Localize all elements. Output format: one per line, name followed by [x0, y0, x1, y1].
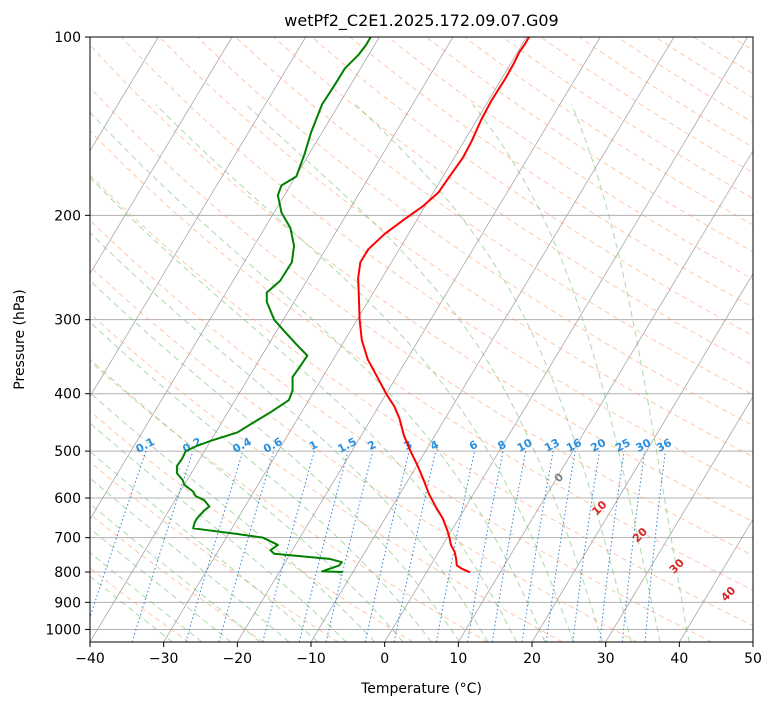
dry-adiabat-line — [90, 312, 563, 642]
y-tick-label: 700 — [54, 531, 81, 547]
mixing-ratio-label: 30 — [634, 436, 654, 455]
dry-adiabat-line — [90, 174, 753, 627]
mixing-ratio-label: 16 — [564, 436, 584, 455]
x-tick-label: 50 — [744, 651, 762, 667]
dry-adiabat-line — [90, 86, 753, 557]
mixing-ratio-line — [131, 450, 194, 642]
moist-adiabat-line — [90, 358, 404, 642]
isotherm-line — [236, 37, 601, 642]
dewpoint-profile-line — [175, 37, 372, 574]
temperature-profile-line — [357, 37, 531, 574]
mixing-ratio-label: 10 — [515, 436, 535, 455]
x-tick-label: 30 — [597, 651, 615, 667]
moist-adiabat-line — [90, 575, 173, 642]
mixing-ratio-label: 20 — [588, 436, 608, 455]
moist-adiabat-line — [90, 391, 376, 642]
dry-adiabat-line — [90, 360, 488, 642]
moist-adiabat-line — [90, 527, 232, 642]
isotherm-line — [531, 272, 753, 642]
isotherm-line — [90, 37, 233, 275]
moist-adiabat-line — [472, 104, 661, 642]
dry-adiabat-line — [273, 37, 753, 366]
moist-adiabat-line — [90, 321, 432, 642]
mixing-ratio-line — [218, 450, 275, 642]
moist-adiabat-line — [90, 450, 319, 642]
dry-adiabat-line — [311, 37, 753, 337]
plot-frame — [89, 36, 754, 643]
moist-adiabat-line — [571, 104, 690, 642]
dry-adiabat-line — [158, 37, 753, 458]
y-axis-label: Pressure (hPa) — [12, 289, 28, 389]
x-axis-label: Temperature (°C) — [360, 681, 482, 697]
x-tick-label: 0 — [380, 651, 389, 667]
mixing-ratio-line — [298, 450, 349, 642]
isotherm-line — [90, 37, 307, 398]
y-axis: 100 200 300 400 500 600 700 800 900 1000 — [45, 30, 90, 638]
moist-adiabat-line — [245, 104, 603, 642]
dry-adiabat-line — [90, 513, 264, 642]
x-tick-label: −10 — [296, 651, 326, 667]
x-tick-label: −30 — [149, 651, 179, 667]
mixing-ratio-line — [325, 450, 374, 642]
mixing-ratio-line — [621, 451, 646, 642]
mixing-ratio-line — [545, 451, 576, 642]
x-tick-label: −40 — [75, 651, 105, 667]
dry-adiabat-line — [90, 130, 753, 591]
isotherm-line — [605, 395, 753, 642]
moist-adiabat-line — [90, 503, 261, 642]
y-tick-label: 800 — [54, 565, 81, 581]
isotherm-line — [90, 37, 380, 520]
y-tick-label: 300 — [54, 313, 81, 329]
dry-adiabat-line — [90, 44, 753, 523]
x-axis: −40 −30 −20 −10 0 10 20 30 40 50 — [75, 642, 762, 667]
dry-adiabat-line — [197, 37, 753, 427]
moist-adiabat-line — [355, 104, 632, 642]
y-tick-label: 600 — [54, 491, 81, 507]
dry-adiabat-line — [464, 37, 753, 226]
x-tick-label: 40 — [670, 651, 688, 667]
mixing-ratio-line — [572, 451, 600, 642]
x-tick-label: −20 — [223, 651, 253, 667]
mixing-ratio-line — [262, 450, 315, 642]
isotherm-line — [384, 37, 749, 642]
mixing-ratio-label: 36 — [654, 436, 674, 455]
isotherm-line — [90, 37, 159, 152]
isotherm-line — [90, 37, 454, 642]
moist-adiabat-line — [90, 279, 461, 642]
moist-adiabat-line — [90, 176, 517, 642]
isotherm-line — [678, 518, 753, 642]
y-tick-label: 200 — [54, 208, 81, 224]
y-tick-label: 900 — [54, 595, 81, 611]
moist-adiabat-line — [90, 477, 290, 642]
y-tick-label: 500 — [54, 444, 81, 460]
moist-adiabat-line — [90, 111, 546, 642]
chart-title: wetPf2_C2E1.2025.172.09.07.G09 — [284, 11, 558, 31]
isotherm-line — [457, 150, 753, 642]
dry-adiabat-line — [349, 37, 753, 308]
y-tick-label: 100 — [54, 30, 81, 46]
moist-adiabat-line — [90, 551, 203, 642]
mixing-ratio-line — [521, 451, 554, 642]
plot-area: 0.10.20.40.611.52346810131620253036-100-… — [90, 37, 753, 642]
dry-adiabat-line — [502, 37, 753, 200]
x-tick-label: 20 — [523, 651, 541, 667]
moist-adiabat-line — [155, 104, 575, 642]
dry-adiabat-line — [120, 37, 753, 490]
mixing-ratio-line — [599, 451, 625, 642]
y-tick-label: 1000 — [45, 622, 81, 638]
moist-adiabat-line — [90, 232, 489, 642]
mixing-ratio-line — [364, 450, 410, 642]
y-tick-label: 400 — [54, 387, 81, 403]
mixing-ratio-line — [644, 451, 666, 642]
isotherm-line — [163, 37, 528, 642]
mixing-ratio-label: 13 — [542, 436, 562, 455]
mixing-ratio-line — [185, 450, 244, 642]
x-tick-label: 10 — [449, 651, 467, 667]
mixing-ratio-label: 25 — [613, 436, 633, 455]
